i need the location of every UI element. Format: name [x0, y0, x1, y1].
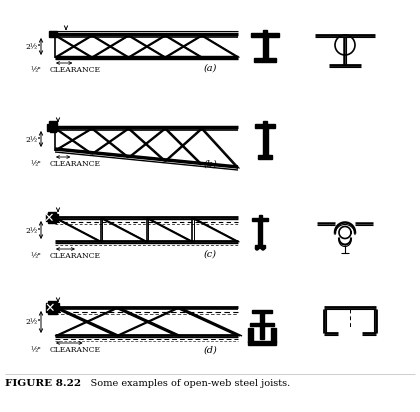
Text: ½": ½" [30, 66, 41, 74]
Text: (a): (a) [203, 63, 217, 73]
Circle shape [262, 247, 265, 250]
Text: ½": ½" [30, 252, 41, 260]
Text: (d): (d) [203, 346, 217, 354]
Bar [258, 154, 272, 159]
Bar [248, 328, 253, 342]
Bar [252, 309, 272, 312]
Bar [250, 323, 274, 325]
Bar [248, 340, 276, 344]
Bar [263, 120, 267, 124]
Bar [49, 31, 57, 37]
Bar [258, 215, 262, 218]
Bar [262, 37, 268, 59]
Text: Some examples of open-web steel joists.: Some examples of open-web steel joists. [78, 379, 290, 389]
Bar [46, 303, 59, 312]
Bar [49, 121, 57, 124]
Bar [260, 312, 264, 339]
Bar [47, 124, 57, 131]
Text: ½": ½" [30, 346, 41, 354]
Bar [258, 220, 262, 244]
Bar [254, 58, 276, 62]
Text: 2½": 2½" [25, 318, 41, 326]
Text: 2½": 2½" [25, 227, 41, 234]
Text: ½": ½" [30, 160, 41, 168]
Bar [251, 33, 279, 37]
Text: (b): (b) [203, 159, 217, 169]
Bar [48, 301, 57, 314]
Text: CLEARANCE: CLEARANCE [50, 252, 101, 260]
Text: ✕: ✕ [45, 302, 55, 314]
Bar [271, 328, 276, 342]
Bar [255, 124, 275, 127]
Bar [48, 212, 56, 223]
Bar [262, 127, 268, 155]
Text: 2½": 2½" [25, 136, 41, 143]
Circle shape [255, 247, 258, 250]
Bar [263, 30, 267, 33]
Text: ✕: ✕ [44, 211, 54, 225]
Bar [50, 130, 56, 132]
Bar [252, 218, 268, 220]
Bar [255, 244, 265, 248]
Text: 2½": 2½" [25, 43, 41, 51]
Text: CLEARANCE: CLEARANCE [50, 346, 101, 354]
Bar [46, 214, 58, 221]
Text: CLEARANCE: CLEARANCE [50, 66, 101, 74]
Text: CLEARANCE: CLEARANCE [50, 160, 101, 168]
Text: (c): (c) [204, 250, 216, 258]
Text: FIGURE 8.22: FIGURE 8.22 [5, 379, 81, 389]
